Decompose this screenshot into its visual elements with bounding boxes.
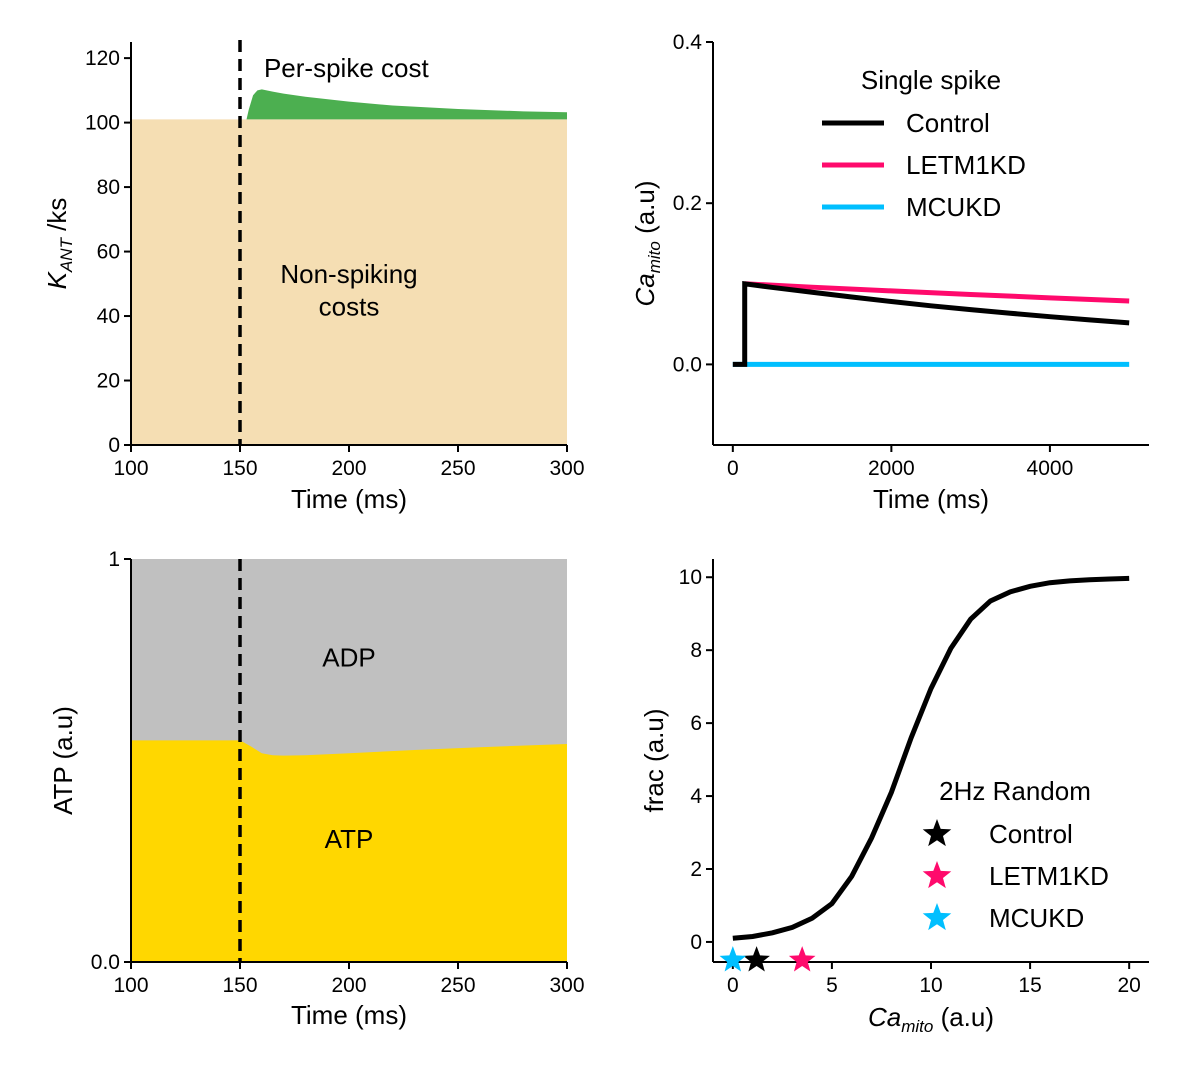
legend-label-mcukd: MCUKD xyxy=(989,903,1084,933)
kant-y-tick-label: 20 xyxy=(97,370,120,393)
camito-ylabel: Camito (a.u) xyxy=(630,180,664,306)
kant-y-tick-label: 80 xyxy=(97,176,120,199)
camito-y-tick-label: 0.0 xyxy=(673,353,702,376)
atp-x-tick-label: 300 xyxy=(549,974,584,997)
atp-xlabel: Time (ms) xyxy=(291,1000,407,1030)
legend-marker-control xyxy=(922,819,952,847)
per-spike-area xyxy=(246,89,568,120)
marker-mcukd xyxy=(719,946,747,972)
frac-x-tick-label: 5 xyxy=(826,974,838,997)
kant-xlabel: Time (ms) xyxy=(291,484,407,514)
legend-title: 2Hz Random xyxy=(939,776,1091,806)
legend-label-control: Control xyxy=(989,819,1073,849)
camito-x-tick-label: 2000 xyxy=(868,457,915,480)
annotation-1: Non-spiking xyxy=(280,259,417,289)
atp-y-tick-label: 1 xyxy=(108,548,120,571)
frac-x-tick-label: 0 xyxy=(727,974,739,997)
kant-y-tick-label: 60 xyxy=(97,241,120,264)
atp-x-tick-label: 100 xyxy=(113,974,148,997)
legend-marker-mcukd xyxy=(922,903,952,931)
kant-y-tick-label: 40 xyxy=(97,305,120,328)
marker-control xyxy=(743,946,770,972)
kant-y-tick-label: 0 xyxy=(108,434,120,457)
camito-x-tick-label: 0 xyxy=(727,457,739,480)
frac-curve xyxy=(732,575,1130,941)
frac-x-tick-label: 20 xyxy=(1118,974,1141,997)
atp-ylabel: ATP (a.u) xyxy=(48,706,78,815)
legend-label-letm1kd: LETM1KD xyxy=(989,861,1109,891)
kant-y-tick-label: 120 xyxy=(85,47,120,70)
panel-camito: 0 2000 4000 0.0 0.2 0.4 Time (ms) Camito (a.u) S… xyxy=(630,31,1149,514)
annotation-0: Per-spike cost xyxy=(264,53,429,83)
camito-y-tick-label: 0.4 xyxy=(673,31,703,54)
panel-frac: 0 5 10 15 20 0 2 4 6 8 10 Camito (a.u) frac (a.u) 2Hz… xyxy=(639,559,1149,1036)
frac-y-tick-label: 6 xyxy=(690,712,702,735)
camito-y-tick-label: 0.2 xyxy=(673,192,702,215)
annotation-atp: ATP xyxy=(325,824,374,854)
atp-x-tick-label: 150 xyxy=(222,974,257,997)
frac-y-tick-label: 10 xyxy=(679,566,702,589)
legend-label-mcukd: MCUKD xyxy=(906,192,1001,222)
legend-marker-letm1kd xyxy=(922,861,952,889)
frac-y-tick-label: 4 xyxy=(690,785,702,808)
annotation-2: costs xyxy=(319,291,380,321)
atp-y-tick-label: 0.0 xyxy=(91,951,120,974)
legend: Single spike Control LETM1KD MCUKD xyxy=(822,65,1026,222)
camito-xlabel: Time (ms) xyxy=(873,484,989,514)
frac-ylabel: frac (a.u) xyxy=(639,708,669,812)
frac-y-tick-label: 2 xyxy=(690,858,702,881)
series-line-control xyxy=(732,280,1130,367)
kant-x-tick-label: 150 xyxy=(222,457,257,480)
frac-x-tick-label: 15 xyxy=(1018,974,1041,997)
frac-x-tick-label: 10 xyxy=(919,974,942,997)
marker-letm1kd xyxy=(788,946,816,972)
legend-title: Single spike xyxy=(861,65,1001,95)
atp-x-tick-label: 200 xyxy=(331,974,366,997)
kant-ylabel: KANT /ks xyxy=(42,198,76,290)
kant-x-tick-label: 200 xyxy=(331,457,366,480)
atp-x-tick-label: 250 xyxy=(440,974,475,997)
panel-atp: 100 150 200 250 300 0.0 1 ADP ATP Time (ms) ATP (a… xyxy=(48,548,585,1030)
frac-y-tick-label: 0 xyxy=(690,931,702,954)
kant-x-tick-label: 100 xyxy=(113,457,148,480)
kant-y-tick-label: 100 xyxy=(85,112,120,135)
kant-x-tick-label: 300 xyxy=(549,457,584,480)
frac-xlabel: Camito (a.u) xyxy=(868,1002,994,1036)
panel-kant: 100 150 200 250 300 0 20 40 60 80 100 120 Per-spike … xyxy=(42,40,585,514)
frac-y-tick-label: 8 xyxy=(690,639,702,662)
legend-label-letm1kd: LETM1KD xyxy=(906,150,1026,180)
series-line-letm1kd xyxy=(744,281,1130,304)
annotation-adp: ADP xyxy=(322,643,375,673)
legend: 2Hz Random Control LETM1KD MCUKD xyxy=(922,776,1109,933)
camito-x-tick-label: 4000 xyxy=(1027,457,1074,480)
kant-x-tick-label: 250 xyxy=(440,457,475,480)
legend-label-control: Control xyxy=(906,108,990,138)
non-spiking-area xyxy=(131,119,567,445)
